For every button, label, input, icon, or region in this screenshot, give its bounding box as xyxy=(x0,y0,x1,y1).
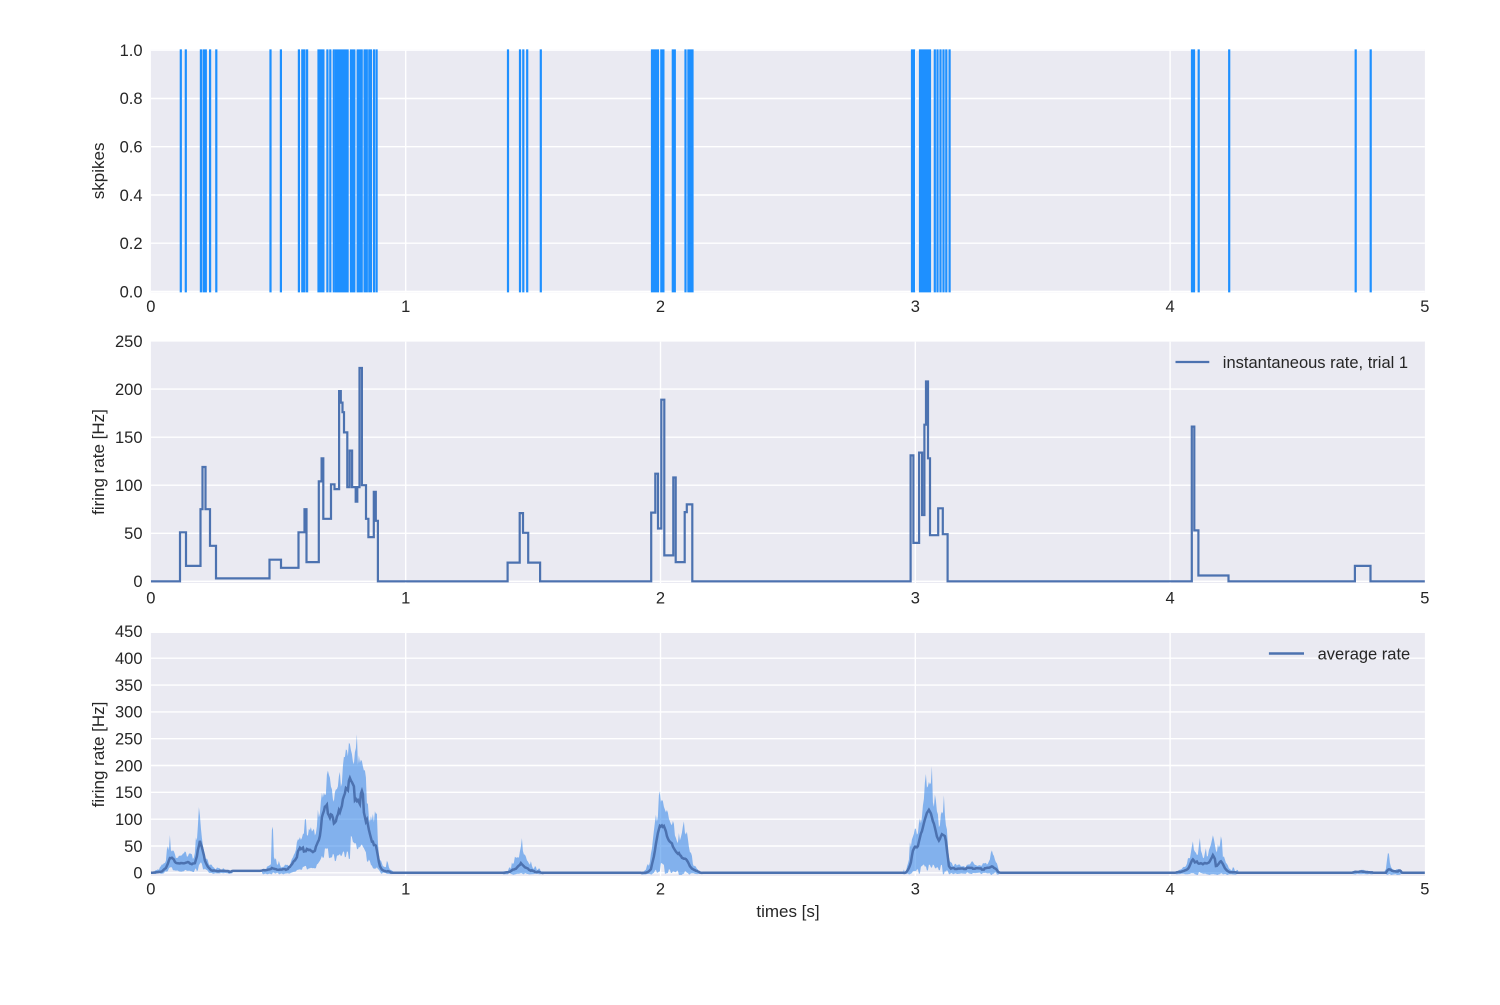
svg-text:250: 250 xyxy=(115,333,143,351)
svg-text:firing rate [Hz]: firing rate [Hz] xyxy=(89,409,108,515)
svg-text:0: 0 xyxy=(146,298,155,316)
svg-text:450: 450 xyxy=(115,623,143,641)
svg-text:0.6: 0.6 xyxy=(120,139,143,157)
svg-text:1: 1 xyxy=(401,298,410,316)
svg-text:5: 5 xyxy=(1420,590,1429,608)
svg-text:300: 300 xyxy=(115,704,143,722)
svg-text:skpikes: skpikes xyxy=(89,143,108,200)
svg-text:0.2: 0.2 xyxy=(120,235,143,253)
svg-text:1.0: 1.0 xyxy=(120,42,143,60)
svg-text:400: 400 xyxy=(115,650,143,668)
svg-text:250: 250 xyxy=(115,731,143,749)
svg-text:3: 3 xyxy=(911,590,920,608)
svg-text:0: 0 xyxy=(133,573,142,591)
svg-text:0: 0 xyxy=(133,865,142,883)
svg-text:1: 1 xyxy=(401,880,410,898)
svg-text:0: 0 xyxy=(146,880,155,898)
svg-text:times [s]: times [s] xyxy=(756,902,819,921)
svg-text:0.4: 0.4 xyxy=(120,187,143,205)
svg-text:350: 350 xyxy=(115,677,143,695)
svg-text:2: 2 xyxy=(656,880,665,898)
svg-text:3: 3 xyxy=(911,880,920,898)
svg-text:1: 1 xyxy=(401,590,410,608)
svg-text:4: 4 xyxy=(1166,298,1175,316)
svg-text:firing rate [Hz]: firing rate [Hz] xyxy=(89,702,108,808)
svg-text:5: 5 xyxy=(1420,880,1429,898)
svg-text:3: 3 xyxy=(911,298,920,316)
svg-text:50: 50 xyxy=(124,525,142,543)
svg-text:0.0: 0.0 xyxy=(120,283,143,301)
svg-text:200: 200 xyxy=(115,381,143,399)
svg-text:4: 4 xyxy=(1166,590,1175,608)
svg-text:200: 200 xyxy=(115,757,143,775)
svg-text:instantaneous rate, trial 1: instantaneous rate, trial 1 xyxy=(1223,354,1408,372)
svg-text:0.8: 0.8 xyxy=(120,90,143,108)
svg-text:4: 4 xyxy=(1166,880,1175,898)
svg-text:average rate: average rate xyxy=(1318,645,1411,663)
svg-text:0: 0 xyxy=(146,590,155,608)
svg-text:150: 150 xyxy=(115,784,143,802)
svg-text:50: 50 xyxy=(124,838,142,856)
svg-text:100: 100 xyxy=(115,477,143,495)
svg-text:150: 150 xyxy=(115,429,143,447)
svg-text:2: 2 xyxy=(656,590,665,608)
svg-text:5: 5 xyxy=(1420,298,1429,316)
svg-text:2: 2 xyxy=(656,298,665,316)
svg-text:100: 100 xyxy=(115,811,143,829)
